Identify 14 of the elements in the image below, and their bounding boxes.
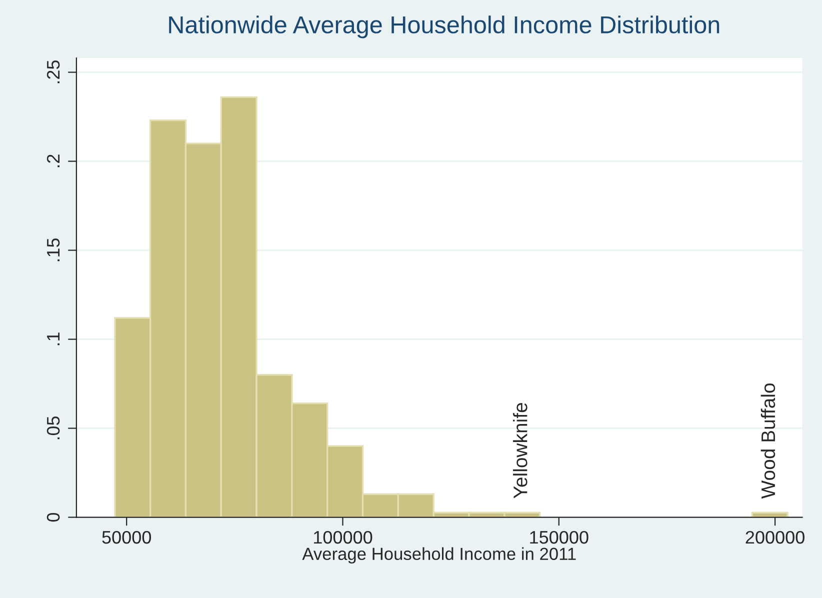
y-tick-label: .1 [47,332,60,346]
y-tick-label: .05 [46,416,60,440]
chart-title: Nationwide Average Household Income Distribution [169,16,720,38]
annotation: Wood Buffalo [760,384,776,499]
annotation: Yellowknife [513,403,528,498]
y-tick-label: 0 [46,512,60,522]
y-tick-label: .25 [46,60,60,84]
y-tick-label: .15 [47,238,60,262]
x-tick-label: 50000 [102,530,151,544]
x-tick-label: 200000 [746,530,804,544]
x-tick-label: 100000 [314,530,372,544]
x-axis-title: Average Household Income in 2011 [302,547,576,564]
y-tick-label: .2 [46,154,60,168]
x-tick-label: 150000 [530,530,588,544]
